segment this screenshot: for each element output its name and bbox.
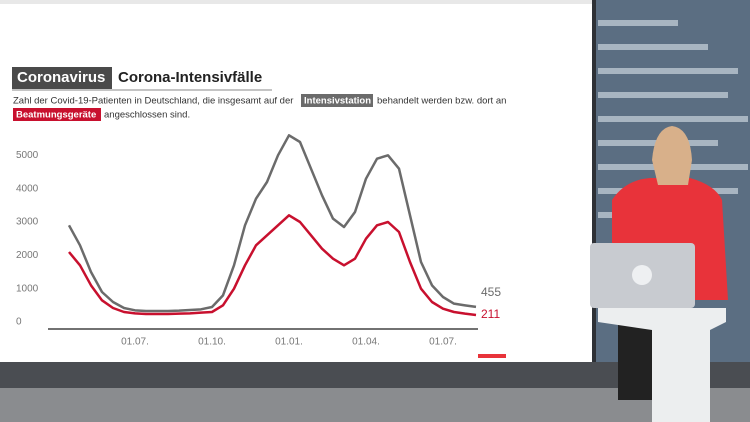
subtitle-part: angeschlossen sind. <box>104 110 190 121</box>
y-tick-label: 2000 <box>16 250 39 261</box>
chart-panel <box>0 0 592 362</box>
desk <box>598 308 726 422</box>
legend-entry: Intensivstation <box>304 96 371 107</box>
legend-entry: Beatmungsgeräte <box>16 110 96 121</box>
x-tick-label: 01.10. <box>198 337 226 348</box>
line-series <box>67 134 477 313</box>
x-tick-label: 01.07. <box>121 337 149 348</box>
legend-box-grey <box>301 94 373 107</box>
end-label: 455 <box>481 285 501 299</box>
x-tick-label: 01.01. <box>275 337 303 348</box>
title-tag: Coronavirus <box>17 69 105 86</box>
y-tick-label: 0 <box>16 317 22 328</box>
line-series <box>68 214 477 317</box>
title-tag-box <box>12 67 112 89</box>
accent <box>478 354 506 358</box>
y-tick-label: 4000 <box>16 183 39 194</box>
chart-title: Corona-Intensivfälle <box>118 69 262 86</box>
end-label: 211 <box>481 307 500 321</box>
laptop-logo <box>632 265 652 285</box>
presenter-head <box>652 126 692 185</box>
panel-top <box>0 0 592 4</box>
y-tick-label: 5000 <box>16 150 39 161</box>
subtitle-part: Zahl der Covid-19-Patienten in Deutschla… <box>13 96 293 107</box>
legend-box-red <box>13 108 101 121</box>
y-tick-label: 3000 <box>16 217 39 228</box>
y-tick-label: 1000 <box>16 283 39 294</box>
subtitle-part: behandelt werden bzw. dort an <box>377 96 506 107</box>
x-tick-label: 01.04. <box>352 337 380 348</box>
x-tick-label: 01.07. <box>429 337 457 348</box>
